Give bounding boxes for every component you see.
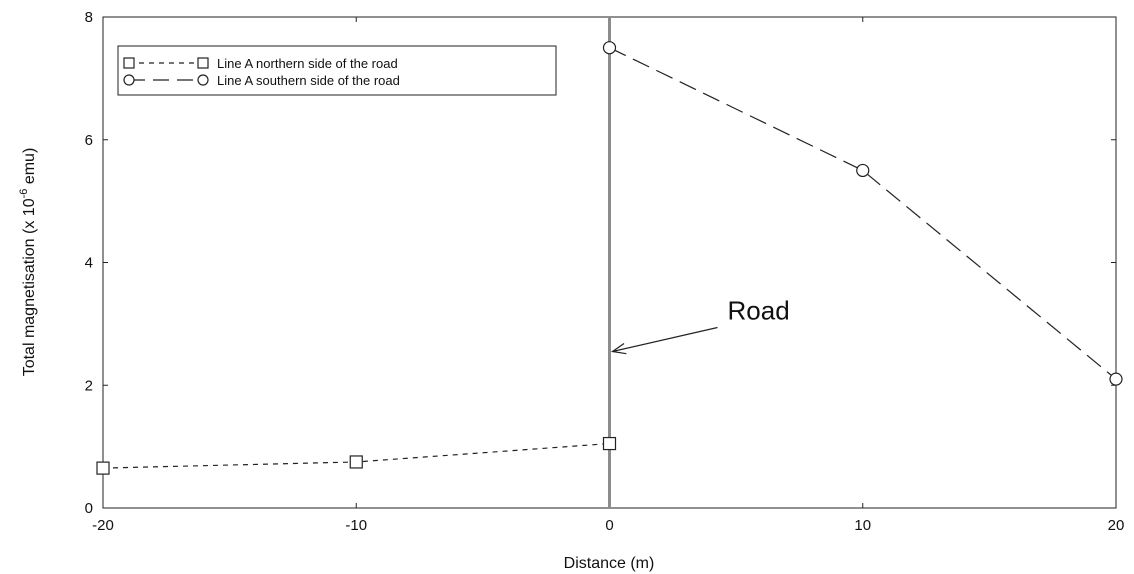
data-point-square — [602, 436, 617, 451]
x-tick-label: 0 — [605, 517, 613, 534]
legend-label-northern: Line A northern side of the road — [217, 56, 398, 71]
x-tick-label: -20 — [92, 517, 114, 534]
x-tick-label: -10 — [345, 517, 367, 534]
data-series — [96, 41, 1123, 475]
road-annotation: Road — [610, 295, 790, 355]
data-point-circle — [1109, 372, 1123, 386]
legend-marker-southern-end — [197, 74, 209, 86]
data-point-square — [349, 455, 363, 469]
data-point-circle — [856, 163, 870, 178]
road-label: Road — [728, 295, 790, 325]
data-point-circle — [602, 41, 617, 55]
x-axis-title: Distance (m) — [564, 555, 655, 572]
y-tick-label: 6 — [85, 132, 93, 149]
axis-ticks: -20 -10 0 10 20 0 2 4 6 8 — [85, 9, 1125, 534]
series-line-1 — [609, 47, 1117, 380]
legend-marker-northern-end — [197, 57, 209, 69]
y-axis-title-unit: emu) — [21, 148, 38, 189]
y-tick-label: 2 — [85, 377, 93, 394]
legend-marker-northern — [123, 57, 135, 69]
legend-label-southern: Line A southern side of the road — [217, 73, 400, 88]
legend: Line A northern side of the road Line A … — [117, 45, 557, 96]
legend-marker-southern — [123, 74, 135, 86]
x-tick-label: 10 — [854, 517, 871, 534]
y-tick-label: 0 — [85, 500, 93, 517]
road-arrow-shaft — [612, 326, 718, 353]
x-tick-label: 20 — [1108, 517, 1125, 534]
y-axis-title-main: Total magnetisation (x 10 — [21, 198, 38, 376]
y-tick-label: 4 — [85, 255, 93, 272]
data-point-square — [96, 461, 110, 475]
y-tick-label: 8 — [85, 9, 93, 26]
y-axis-title: Total magnetisation (x 10-6 emu) — [18, 148, 38, 377]
y-axis-title-exponent: -6 — [18, 189, 30, 199]
legend-frame — [117, 45, 557, 96]
road-arrow-head — [610, 343, 627, 355]
